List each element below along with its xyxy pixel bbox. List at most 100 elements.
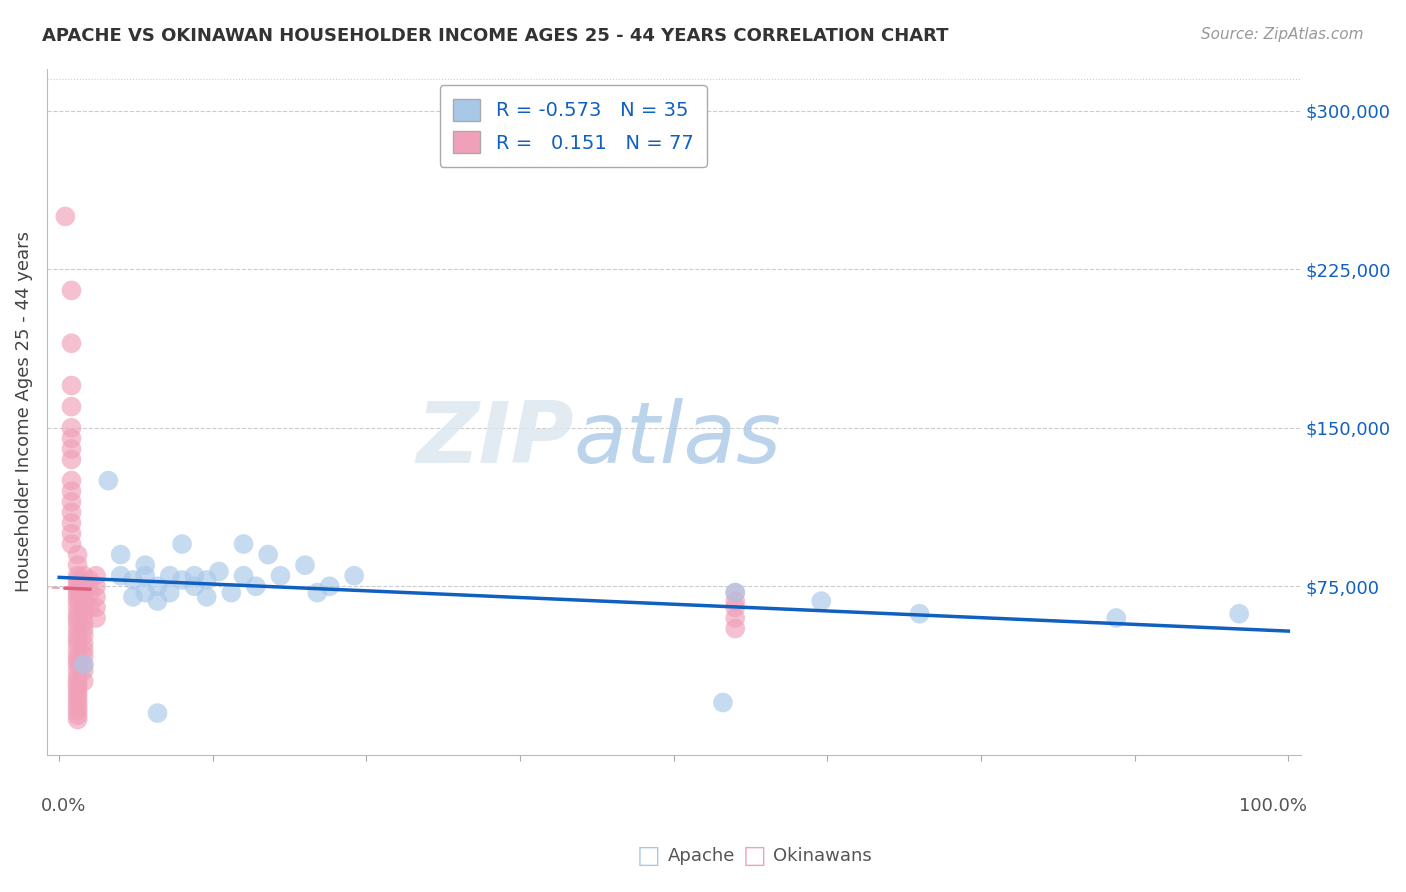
Point (195, 573, 218, 587)
Point (97, 474, 120, 488)
Point (159, 585, 181, 599)
Point (66, 687, 89, 701)
Point (60, 474, 83, 488)
Point (232, 537, 254, 551)
Point (73, 615, 96, 630)
Point (66, 636, 89, 650)
Point (73, 594, 96, 608)
Text: 100.0%: 100.0% (1239, 797, 1308, 814)
Point (724, 585, 747, 599)
Point (73, 577, 96, 591)
Point (84, 611, 107, 625)
Point (60, 537, 83, 551)
Point (60, 284, 83, 298)
Point (66, 628, 89, 642)
Point (343, 568, 366, 582)
Point (73, 568, 96, 582)
Text: Okinawans: Okinawans (773, 847, 872, 865)
Point (110, 568, 132, 582)
Point (724, 600, 747, 615)
Point (307, 585, 329, 599)
Point (146, 706, 169, 720)
Point (159, 568, 181, 582)
Point (66, 548, 89, 562)
Point (219, 585, 242, 599)
Point (53, 210, 76, 224)
Point (134, 585, 156, 599)
Point (73, 628, 96, 642)
Point (66, 674, 89, 689)
Point (60, 442, 83, 456)
Point (724, 622, 747, 636)
Point (146, 579, 169, 593)
Y-axis label: Householder Income Ages 25 - 44 years: Householder Income Ages 25 - 44 years (15, 231, 32, 592)
Point (66, 699, 89, 714)
Point (122, 590, 145, 604)
Point (73, 664, 96, 678)
Point (245, 579, 267, 593)
Point (73, 657, 96, 672)
Point (183, 568, 205, 582)
Point (60, 378, 83, 392)
Text: Source: ZipAtlas.com: Source: ZipAtlas.com (1201, 27, 1364, 42)
Point (73, 657, 96, 672)
Point (73, 674, 96, 689)
Point (73, 607, 96, 621)
Point (73, 648, 96, 663)
Point (66, 704, 89, 718)
Point (66, 573, 89, 587)
Point (60, 495, 83, 509)
Point (724, 585, 747, 599)
Point (66, 682, 89, 697)
Point (73, 600, 96, 615)
Point (66, 600, 89, 615)
Point (724, 594, 747, 608)
Point (66, 664, 89, 678)
Point (134, 558, 156, 573)
Text: □: □ (637, 845, 661, 868)
Point (60, 400, 83, 414)
Point (66, 657, 89, 672)
Point (183, 579, 205, 593)
Point (66, 622, 89, 636)
Point (1227, 607, 1250, 621)
Text: APACHE VS OKINAWAN HOUSEHOLDER INCOME AGES 25 - 44 YEARS CORRELATION CHART: APACHE VS OKINAWAN HOUSEHOLDER INCOME AG… (42, 27, 949, 45)
Point (908, 607, 931, 621)
Point (66, 568, 89, 582)
Text: ZIP: ZIP (416, 398, 574, 481)
Point (172, 537, 194, 551)
Point (60, 336, 83, 351)
Text: Apache: Apache (668, 847, 735, 865)
Text: □: □ (742, 845, 766, 868)
Point (66, 632, 89, 646)
Point (60, 516, 83, 530)
Point (84, 568, 107, 582)
Point (73, 636, 96, 650)
Point (711, 696, 734, 710)
Point (1105, 611, 1128, 625)
Point (66, 615, 89, 630)
Point (318, 579, 340, 593)
Point (66, 594, 89, 608)
Point (66, 648, 89, 663)
Point (146, 594, 169, 608)
Point (60, 505, 83, 519)
Point (66, 708, 89, 723)
Point (810, 594, 832, 608)
Point (60, 421, 83, 435)
Point (66, 607, 89, 621)
Legend: R = -0.573   N = 35, R =   0.151   N = 77: R = -0.573 N = 35, R = 0.151 N = 77 (440, 85, 707, 167)
Point (724, 611, 747, 625)
Point (110, 548, 132, 562)
Point (66, 696, 89, 710)
Point (66, 713, 89, 727)
Point (79, 600, 101, 615)
Point (172, 573, 194, 587)
Point (66, 590, 89, 604)
Point (66, 679, 89, 693)
Point (84, 600, 107, 615)
Point (66, 585, 89, 599)
Point (195, 590, 218, 604)
Point (66, 558, 89, 573)
Point (66, 611, 89, 625)
